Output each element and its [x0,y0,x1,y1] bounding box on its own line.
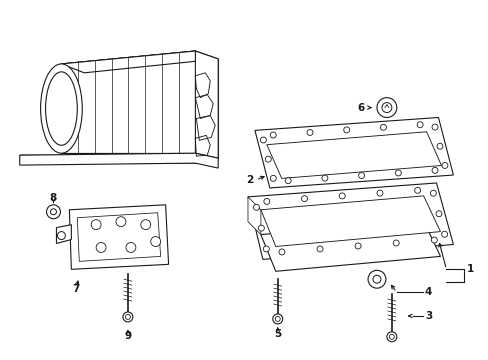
Circle shape [122,312,133,322]
Polygon shape [254,117,452,188]
Circle shape [57,231,65,239]
Circle shape [260,137,266,143]
Text: 6: 6 [357,103,364,113]
Circle shape [306,130,312,135]
Polygon shape [56,225,71,243]
Circle shape [264,198,269,204]
Text: 2: 2 [246,175,253,185]
Circle shape [343,127,349,133]
Circle shape [46,205,61,219]
Circle shape [270,175,276,181]
Circle shape [441,231,447,237]
Circle shape [367,270,385,288]
Text: 4: 4 [424,287,431,297]
Circle shape [272,314,282,324]
Polygon shape [20,155,218,163]
Circle shape [414,187,420,193]
Circle shape [126,243,136,252]
Circle shape [431,167,437,174]
Circle shape [431,124,437,130]
Polygon shape [77,213,161,261]
Circle shape [285,178,290,184]
Circle shape [125,314,130,319]
Polygon shape [247,183,452,260]
Circle shape [150,237,161,247]
Circle shape [354,243,360,249]
Text: 8: 8 [50,193,57,203]
Text: 7: 7 [73,284,80,294]
Circle shape [429,190,435,196]
Polygon shape [61,51,218,73]
Polygon shape [260,221,440,271]
Circle shape [270,132,276,138]
Circle shape [253,204,259,210]
Polygon shape [195,51,218,158]
Text: 5: 5 [274,329,281,339]
Circle shape [376,190,382,196]
Polygon shape [260,196,440,247]
Ellipse shape [41,64,82,153]
Circle shape [436,143,442,149]
Text: 3: 3 [424,311,431,321]
Circle shape [278,249,285,255]
Circle shape [358,172,364,179]
Ellipse shape [45,72,77,145]
Circle shape [96,243,106,252]
Circle shape [392,240,398,246]
Polygon shape [247,197,260,235]
Circle shape [50,209,56,215]
Circle shape [91,220,101,230]
Text: 9: 9 [124,331,131,341]
Circle shape [376,98,396,117]
Circle shape [416,122,422,128]
Circle shape [380,124,386,130]
Circle shape [430,237,436,243]
Circle shape [116,217,126,227]
Circle shape [321,175,327,181]
Polygon shape [20,153,218,168]
Circle shape [394,170,401,176]
Circle shape [316,246,323,252]
Text: 1: 1 [466,264,473,274]
Polygon shape [266,132,441,179]
Circle shape [258,225,264,231]
Circle shape [275,316,280,321]
Circle shape [339,193,345,199]
Polygon shape [69,205,168,269]
Circle shape [372,275,380,283]
Circle shape [386,332,396,342]
Circle shape [381,103,391,113]
Circle shape [435,211,441,217]
Circle shape [388,334,393,339]
Circle shape [141,220,150,230]
Circle shape [441,162,447,168]
Circle shape [263,246,269,252]
Circle shape [301,196,307,202]
Circle shape [265,156,271,162]
